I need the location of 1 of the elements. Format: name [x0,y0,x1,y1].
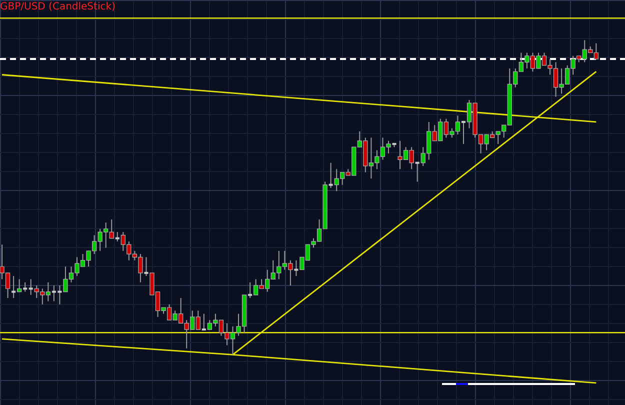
chart-title: GBP/USD (CandleStick) [0,2,116,13]
